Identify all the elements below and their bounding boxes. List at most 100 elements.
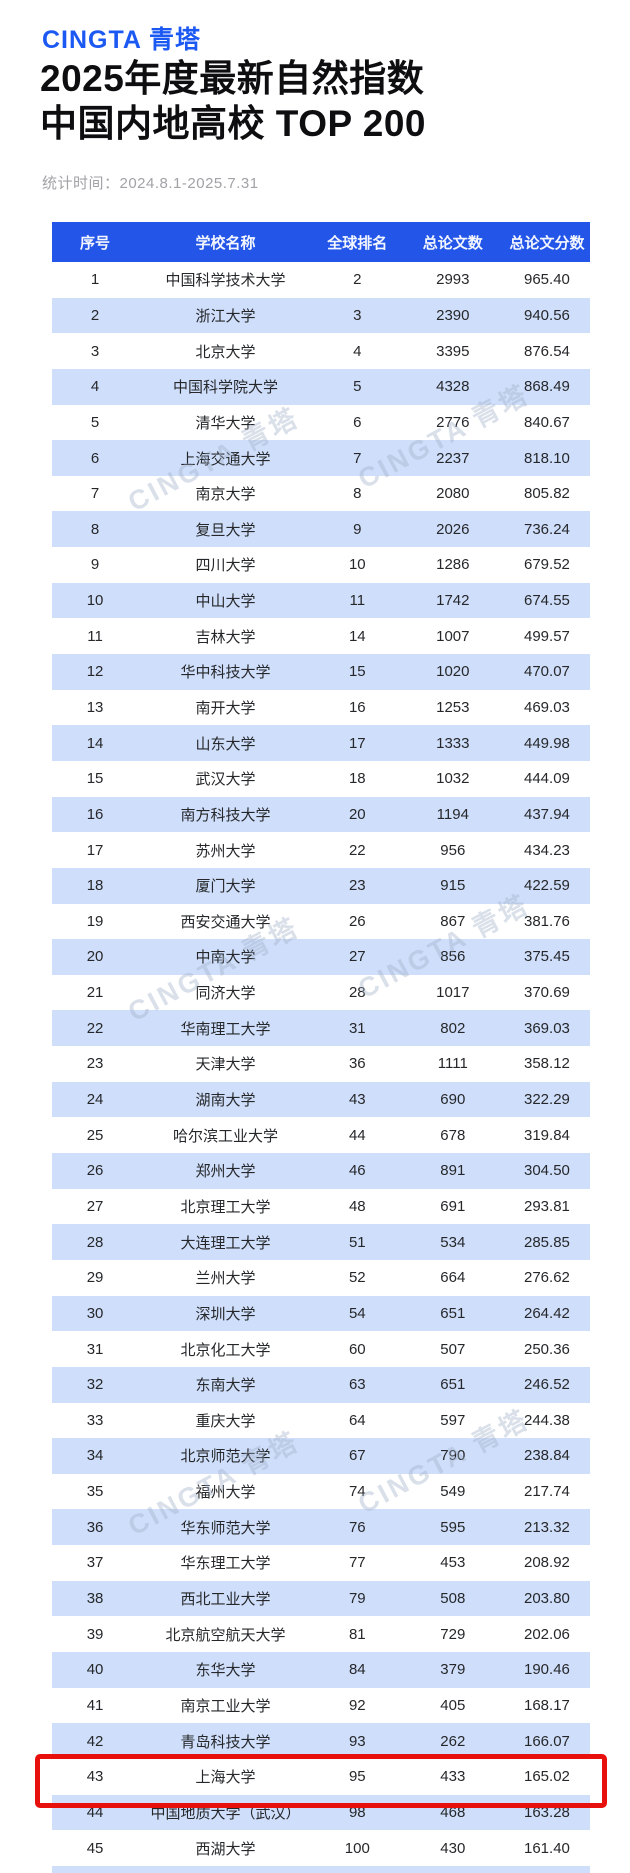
table-cell: 华东师范大学 xyxy=(180,1519,271,1537)
table-cell: 西湖大学 xyxy=(195,1840,256,1858)
table-cell: 651 xyxy=(440,1304,466,1322)
table-row: 22 华南理工大学 31 802 369.03 xyxy=(52,1010,590,1047)
table-cell: 14 xyxy=(348,627,366,645)
table-cell: 华中科技大学 xyxy=(180,664,271,682)
table-cell: 四川大学 xyxy=(195,557,256,575)
table-cell: 3395 xyxy=(436,342,470,360)
table-cell: 168.17 xyxy=(524,1696,570,1714)
table-cell: 52 xyxy=(348,1269,366,1287)
table-cell: 262 xyxy=(440,1732,466,1750)
table-row: 5 清华大学 6 2776 840.67 xyxy=(52,404,590,441)
table-cell: 1333 xyxy=(436,734,470,752)
table-row: 32 东南大学 63 651 246.52 xyxy=(52,1366,590,1403)
table-cell: 1007 xyxy=(436,627,470,645)
table-cell: 20 xyxy=(348,805,366,823)
table-row: 26 郑州大学 46 891 304.50 xyxy=(52,1153,590,1189)
table-cell: 422.59 xyxy=(524,877,570,895)
table-cell: 818.10 xyxy=(524,449,570,467)
table-cell: 上海交通大学 xyxy=(180,450,271,468)
table-cell: 29 xyxy=(86,1269,104,1287)
table-cell: 100 xyxy=(344,1839,370,1857)
table-cell: 14 xyxy=(86,734,104,752)
table-row: 15 武汉大学 18 1032 444.09 xyxy=(52,760,590,797)
table-cell: 15 xyxy=(86,770,104,788)
table-cell: 2080 xyxy=(436,485,470,503)
table-row: 39 北京航空航天大学 81 729 202.06 xyxy=(52,1616,590,1652)
table-cell: 31 xyxy=(348,1019,366,1037)
table-cell: 76 xyxy=(348,1518,366,1536)
table-cell: 48 xyxy=(348,1197,366,1215)
table-cell: 2390 xyxy=(436,306,470,324)
table-cell: 苏州大学 xyxy=(195,842,256,860)
table-cell: 1742 xyxy=(436,592,470,610)
page-title: 2025年度最新自然指数 中国内地高校 TOP 200 xyxy=(40,56,600,146)
table-row: 17 苏州大学 22 956 434.23 xyxy=(52,832,590,868)
table-cell: 664 xyxy=(440,1269,466,1287)
table-row: 4 中国科学院大学 5 4328 868.49 xyxy=(52,368,590,405)
table-body: 1 中国科学技术大学 2 2993 965.40 2 浙江大学 3 2390 940.56 3 北京大… xyxy=(52,262,590,1866)
table-cell: 77 xyxy=(348,1554,366,1572)
table-cell: 中国科学院大学 xyxy=(172,379,278,397)
table-cell: 厦门大学 xyxy=(195,878,256,896)
table-cell: 202.06 xyxy=(524,1625,570,1643)
table-cell: 60 xyxy=(348,1340,366,1358)
table-row: 6 上海交通大学 7 2237 818.10 xyxy=(52,440,590,476)
table-cell: 690 xyxy=(440,1091,466,1109)
table-row: 21 同济大学 28 1017 370.69 xyxy=(52,974,590,1011)
table-cell: 20 xyxy=(86,948,104,966)
table-cell: 26 xyxy=(348,912,366,930)
table-cell: 21 xyxy=(86,984,104,1002)
table-row: 10 中山大学 11 1742 674.55 xyxy=(52,582,590,619)
column-header-seq: 序号 xyxy=(80,234,111,252)
table-cell: 244.38 xyxy=(524,1411,570,1429)
table-header-row: 序号 学校名称 全球排名 总论文数 总论文分数 xyxy=(52,222,590,262)
table-cell: 8 xyxy=(90,520,100,538)
table-row: 19 西安交通大学 26 867 381.76 xyxy=(52,903,590,940)
table-cell: 1111 xyxy=(437,1055,468,1073)
table-cell: 13 xyxy=(86,699,104,716)
table-cell: 武汉大学 xyxy=(195,771,256,789)
column-header-count: 总论文数 xyxy=(422,234,483,252)
table-cell: 23 xyxy=(348,877,366,895)
table-cell: 358.12 xyxy=(524,1055,570,1073)
table-cell: 1017 xyxy=(436,984,470,1002)
table-cell: 北京化工大学 xyxy=(180,1341,271,1359)
table-cell: 39 xyxy=(86,1625,104,1643)
table-cell: 42 xyxy=(86,1732,104,1750)
table-row: 20 中南大学 27 856 375.45 xyxy=(52,939,590,975)
table-row: 37 华东理工大学 77 453 208.92 xyxy=(52,1545,590,1581)
table-cell: 西安交通大学 xyxy=(180,913,271,931)
table-cell: 18 xyxy=(86,877,104,895)
table-cell: 369.03 xyxy=(524,1019,570,1037)
page-title-line1: 2025年度最新自然指数 xyxy=(40,58,425,99)
table-cell: 469.03 xyxy=(524,699,570,716)
table-cell: 867 xyxy=(440,912,466,930)
table-cell: 67 xyxy=(348,1447,366,1465)
table-cell: 802 xyxy=(440,1019,466,1037)
table-cell: 213.32 xyxy=(524,1518,570,1536)
table-cell: 同济大学 xyxy=(195,985,256,1003)
table-row: 8 复旦大学 9 2026 736.24 xyxy=(52,511,590,548)
table-cell: 10 xyxy=(86,592,104,610)
table-cell: 23 xyxy=(86,1055,104,1073)
table-cell: 10 xyxy=(348,556,366,574)
table-cell: 43 xyxy=(348,1091,366,1109)
partial-next-row xyxy=(52,1865,590,1873)
table-cell: 264.42 xyxy=(524,1304,570,1322)
table-cell: 534 xyxy=(440,1233,466,1251)
table-row: 12 华中科技大学 15 1020 470.07 xyxy=(52,654,590,690)
table-cell: 44 xyxy=(348,1126,366,1144)
table-cell: 2026 xyxy=(436,520,470,538)
table-cell: 华东理工大学 xyxy=(180,1555,271,1573)
table-cell: 6 xyxy=(353,413,362,431)
table-cell: 北京航空航天大学 xyxy=(165,1626,286,1644)
table-cell: 上海大学 xyxy=(195,1769,256,1787)
brand-logo: CINGTA 青塔 xyxy=(42,26,201,54)
table-cell: 508 xyxy=(440,1590,466,1608)
table-cell: 7 xyxy=(90,485,100,503)
table-cell: 163.28 xyxy=(524,1803,570,1821)
table-cell: 郑州大学 xyxy=(195,1163,256,1181)
table-cell: 南京工业大学 xyxy=(180,1697,271,1715)
table-cell: 北京师范大学 xyxy=(180,1448,271,1466)
table-cell: 597 xyxy=(440,1411,466,1429)
